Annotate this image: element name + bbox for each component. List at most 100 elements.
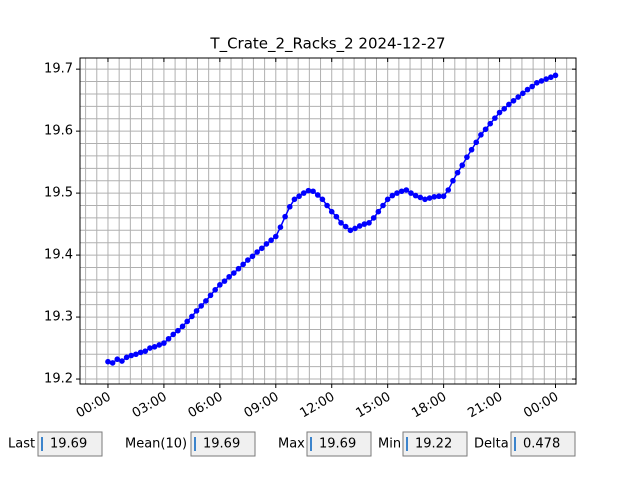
point xyxy=(408,190,414,196)
point xyxy=(445,187,452,193)
point xyxy=(436,193,442,200)
point xyxy=(352,225,358,232)
point xyxy=(184,318,191,325)
point xyxy=(510,97,517,104)
point xyxy=(417,194,424,201)
point xyxy=(324,202,330,209)
point xyxy=(403,187,410,193)
x-tick-label: 09:00 xyxy=(242,390,282,422)
point xyxy=(142,348,149,354)
point xyxy=(412,192,419,199)
x-tick-label: 06:00 xyxy=(186,390,226,422)
point xyxy=(263,241,270,247)
point xyxy=(193,308,200,314)
point xyxy=(300,190,307,196)
point xyxy=(548,74,554,81)
point xyxy=(431,194,438,200)
point xyxy=(366,220,372,226)
plot-frame xyxy=(79,57,577,385)
point xyxy=(440,193,447,200)
point xyxy=(543,76,549,82)
x-tick-label: 03:00 xyxy=(130,390,170,422)
y-tick-label: 19.5 xyxy=(44,186,73,201)
point xyxy=(338,220,344,226)
point xyxy=(319,196,326,203)
point xyxy=(226,273,232,280)
point xyxy=(259,245,265,252)
point xyxy=(552,72,559,79)
chart-title: T_Crate_2_Racks_2 2024-12-27 xyxy=(209,35,445,54)
point xyxy=(482,126,489,133)
point xyxy=(347,227,354,234)
point xyxy=(487,120,494,127)
point xyxy=(454,169,461,176)
point xyxy=(217,282,223,288)
y-tick-label: 19.3 xyxy=(44,310,73,325)
point xyxy=(305,187,312,194)
point xyxy=(492,115,498,121)
point xyxy=(161,340,167,346)
x-tick-label: 21:00 xyxy=(465,390,505,422)
point xyxy=(506,101,512,108)
point xyxy=(356,223,363,229)
point xyxy=(398,188,405,195)
point xyxy=(496,109,503,116)
stat-box xyxy=(190,431,256,457)
point xyxy=(119,358,125,364)
point xyxy=(534,79,540,86)
point xyxy=(478,132,484,138)
x-tick-label: 00:00 xyxy=(74,390,114,422)
point xyxy=(422,196,428,203)
point xyxy=(389,192,396,199)
point xyxy=(384,196,391,203)
point xyxy=(203,298,209,304)
point xyxy=(450,177,456,184)
point xyxy=(296,193,302,200)
point xyxy=(240,261,246,268)
point xyxy=(282,213,288,220)
point xyxy=(426,195,433,201)
point xyxy=(175,327,181,334)
point xyxy=(105,358,111,365)
point xyxy=(515,94,521,100)
stat-box xyxy=(510,431,576,457)
point xyxy=(245,257,251,263)
point xyxy=(189,313,195,320)
stat-label: Max xyxy=(278,437,305,452)
point xyxy=(314,192,321,198)
stat-value: 0.478 xyxy=(523,437,560,452)
point xyxy=(212,286,218,293)
y-tick-label: 19.2 xyxy=(44,372,73,387)
point xyxy=(342,223,349,230)
point xyxy=(156,342,163,348)
stat-box xyxy=(306,431,372,457)
point xyxy=(109,360,116,366)
stat-label: Last xyxy=(8,437,35,452)
point xyxy=(468,146,475,153)
x-tick-label: 00:00 xyxy=(521,390,561,422)
stat-box xyxy=(402,431,468,457)
stat-label: Min xyxy=(378,437,401,452)
y-tick-label: 19.6 xyxy=(44,124,73,139)
point xyxy=(286,203,293,210)
point xyxy=(147,345,153,351)
point xyxy=(114,356,121,363)
point xyxy=(370,215,377,221)
x-tick-label: 12:00 xyxy=(298,390,338,422)
point xyxy=(529,83,535,90)
point xyxy=(198,303,205,309)
point xyxy=(473,139,480,146)
stat-label: Delta xyxy=(474,437,509,452)
point xyxy=(249,253,256,260)
x-tick-label: 18:00 xyxy=(409,390,449,422)
point xyxy=(254,249,260,255)
stat-value: 19.69 xyxy=(50,437,87,452)
point xyxy=(221,278,228,284)
point xyxy=(277,224,284,230)
point xyxy=(291,196,298,203)
point xyxy=(459,162,466,169)
point xyxy=(128,352,135,359)
y-tick-label: 19.4 xyxy=(44,248,73,263)
point xyxy=(524,86,531,93)
